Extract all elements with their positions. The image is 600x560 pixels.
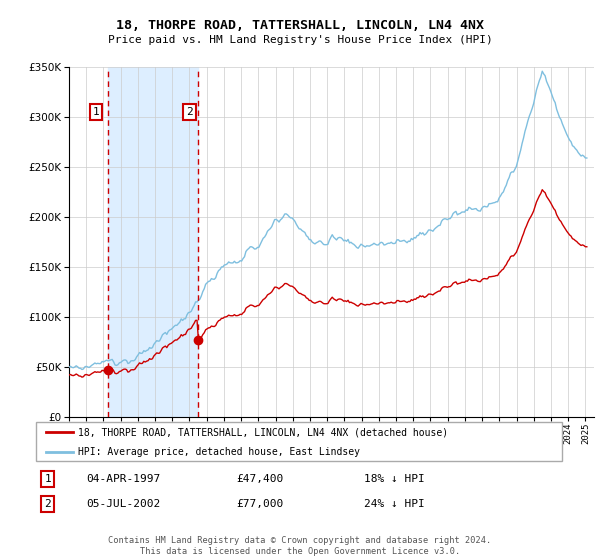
Text: 05-JUL-2002: 05-JUL-2002 bbox=[86, 499, 161, 509]
Text: 18, THORPE ROAD, TATTERSHALL, LINCOLN, LN4 4NX (detached house): 18, THORPE ROAD, TATTERSHALL, LINCOLN, L… bbox=[79, 427, 449, 437]
Text: 18% ↓ HPI: 18% ↓ HPI bbox=[364, 474, 425, 484]
Text: £77,000: £77,000 bbox=[236, 499, 283, 509]
Text: £47,400: £47,400 bbox=[236, 474, 283, 484]
Text: Price paid vs. HM Land Registry's House Price Index (HPI): Price paid vs. HM Land Registry's House … bbox=[107, 35, 493, 45]
Text: 04-APR-1997: 04-APR-1997 bbox=[86, 474, 161, 484]
Text: 2: 2 bbox=[186, 107, 193, 117]
Text: 2: 2 bbox=[44, 499, 52, 509]
Text: 24% ↓ HPI: 24% ↓ HPI bbox=[364, 499, 425, 509]
Text: Contains HM Land Registry data © Crown copyright and database right 2024.
This d: Contains HM Land Registry data © Crown c… bbox=[109, 536, 491, 556]
Text: 1: 1 bbox=[92, 107, 99, 117]
Text: 18, THORPE ROAD, TATTERSHALL, LINCOLN, LN4 4NX: 18, THORPE ROAD, TATTERSHALL, LINCOLN, L… bbox=[116, 19, 484, 32]
Text: HPI: Average price, detached house, East Lindsey: HPI: Average price, detached house, East… bbox=[79, 446, 361, 456]
FancyBboxPatch shape bbox=[35, 422, 562, 461]
Text: 1: 1 bbox=[44, 474, 52, 484]
Bar bbox=[108, 67, 198, 417]
